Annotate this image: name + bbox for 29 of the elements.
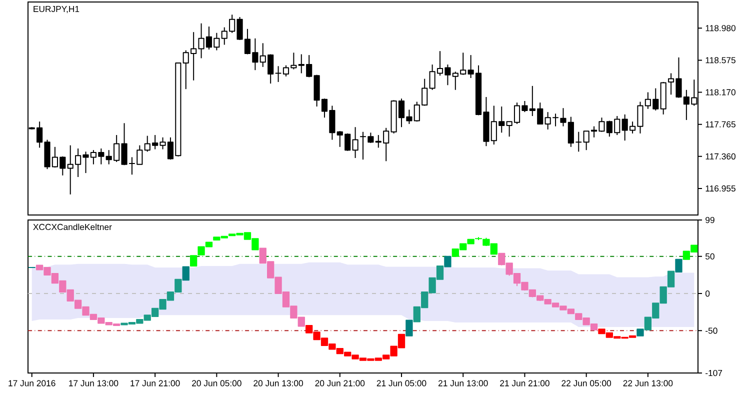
x-tick-label: 17 Jun 21:00 <box>130 380 180 386</box>
candlestick <box>444 256 452 268</box>
x-tick-label: 17 Jun 13:00 <box>69 380 118 386</box>
y-tick-label: -107 <box>706 370 722 376</box>
y-tick-label: 99 <box>706 216 714 224</box>
x-tick-label: 20 Jun 05:00 <box>192 380 242 386</box>
x-tick-label: 21 Jun 21:00 <box>500 380 550 386</box>
y-tick-label: 118.170 <box>706 89 736 96</box>
y-tick-label: 116.955 <box>706 185 736 192</box>
candlestick <box>675 258 682 272</box>
chart-title: XCCXCandleKeltner <box>33 224 112 230</box>
x-tick-label: 22 Jun 05:00 <box>562 380 612 386</box>
chart-title: EURJPY,H1 <box>34 6 80 14</box>
y-tick-label: 0 <box>705 290 710 297</box>
y-tick-label: 117.765 <box>706 121 736 128</box>
x-tick-label: 21 Jun 05:00 <box>376 380 426 386</box>
y-tick-label: 117.360 <box>706 153 736 160</box>
y-tick-label: -50 <box>706 328 718 334</box>
candlestick <box>352 126 358 158</box>
candlestick <box>182 266 190 281</box>
x-tick-label: 21 Jun 13:00 <box>438 380 488 386</box>
x-tick-label: 20 Jun 21:00 <box>315 380 365 386</box>
y-tick-label: 50 <box>706 253 714 260</box>
x-tick-label: 17 Jun 2016 <box>8 380 56 386</box>
x-tick-label: 20 Jun 13:00 <box>254 380 303 386</box>
y-tick-label: 118.575 <box>706 57 736 64</box>
y-tick-label: 118.980 <box>706 25 736 32</box>
candlestick <box>406 320 413 336</box>
x-tick-label: 22 Jun 13:00 <box>623 380 673 386</box>
